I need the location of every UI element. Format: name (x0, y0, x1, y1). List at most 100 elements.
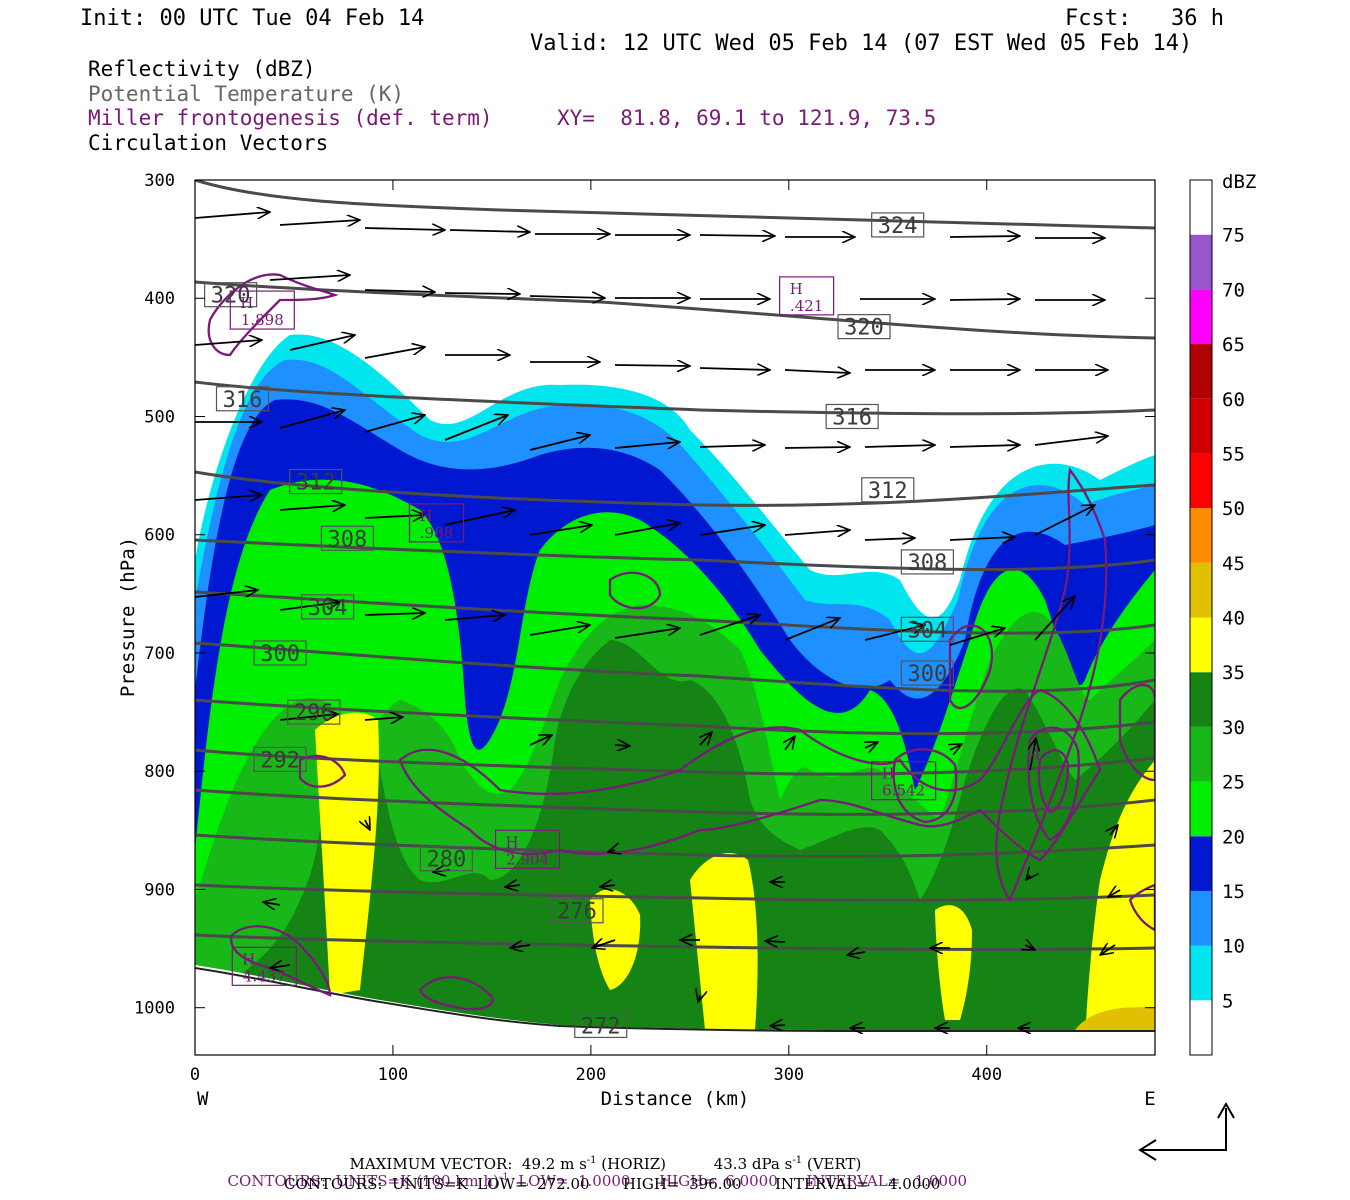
x-axis: 0 100 200 300 400 (190, 180, 1002, 1085)
fronto-max-value: .988 (420, 524, 453, 542)
vector (1030, 738, 1036, 771)
colorbar-tick-label: 60 (1222, 389, 1245, 411)
fronto-contour-label: 4 (1031, 744, 1041, 763)
circulation-vectors (195, 212, 1120, 1028)
theta-label: 316 (223, 388, 263, 413)
theta-label-box (301, 594, 355, 620)
vector (529, 735, 552, 745)
theta-label-box (215, 386, 270, 412)
fronto-contour (207, 273, 339, 357)
vector (269, 275, 350, 280)
vector (698, 995, 700, 1002)
fronto-contour (1037, 749, 1070, 814)
vector (1025, 945, 1035, 950)
y-tick-label: 600 (144, 526, 175, 546)
vector (699, 235, 775, 236)
reference-vector-icon (1138, 1101, 1235, 1161)
fronto-max-marker: H (790, 280, 803, 298)
dbz-30-region (195, 640, 1155, 1055)
vector (699, 368, 770, 370)
colorbar-frame (1189, 179, 1213, 1056)
vector (364, 347, 425, 359)
fronto-contour (298, 754, 347, 788)
colorbar-swatch (1190, 945, 1212, 1001)
fronto-contour (418, 976, 494, 1011)
fronto-contour (948, 624, 993, 710)
contours-fronto-range: LOW= 1.0000 HIGH= 6.0000 INTERVAL= 1.000… (508, 1172, 968, 1190)
colorbar-tick-label: 15 (1222, 881, 1245, 903)
vector (785, 736, 795, 751)
theta-line (195, 748, 1155, 776)
colorbar-swatch (1190, 398, 1212, 454)
vector (865, 741, 878, 748)
colorbar-swatch (1190, 289, 1212, 345)
theta-label-box (900, 549, 954, 575)
vector (279, 602, 340, 611)
vector (444, 293, 520, 294)
theta-label-box (837, 314, 891, 340)
fronto-max-marker: H (240, 294, 253, 312)
y-axis: 300 400 500 600 700 800 900 1000 (134, 171, 1155, 1019)
vector (279, 410, 345, 429)
x-tick-label: 400 (971, 1065, 1002, 1085)
colorbar: 5 10 15 20 25 30 35 40 45 50 55 60 65 70 75 (1189, 179, 1245, 1056)
theta-line (195, 967, 1155, 1032)
colorbar-swatch (1190, 1000, 1212, 1055)
colorbar-tick-label: 5 (1222, 990, 1233, 1012)
vector (444, 615, 505, 620)
theta-line (195, 180, 1155, 230)
colorbar-tick-label: 45 (1222, 553, 1245, 575)
theta-label: 280 (427, 848, 467, 873)
fronto-max-value: 6.542 (882, 782, 925, 800)
theta-label: 304 (308, 596, 348, 621)
fronto-max-box (408, 503, 465, 543)
vector (949, 445, 1020, 447)
vector (864, 625, 925, 641)
superscript: -1 (498, 1172, 509, 1183)
vector (364, 228, 445, 230)
fronto-contour (1027, 726, 1080, 842)
y-tick-label: 700 (144, 644, 175, 664)
theta-line (195, 470, 1155, 507)
fronto-contour (608, 571, 662, 610)
vector (1026, 875, 1030, 880)
vector (279, 220, 360, 225)
vector (784, 447, 850, 448)
y-tick-label: 300 (144, 171, 175, 191)
max-vector-horiz-unit: (HORIZ) (596, 1155, 667, 1173)
colorbar-swatch (1190, 234, 1212, 290)
fronto-contour (995, 467, 1108, 903)
theta-label: 300 (260, 642, 300, 667)
colorbar-swatch (1190, 672, 1212, 727)
theta-label: 316 (832, 405, 872, 430)
fronto-max-box (229, 290, 295, 330)
colorbar-tick-label: 55 (1222, 443, 1245, 465)
fronto-max-value: 4.437 (243, 967, 286, 985)
theta-line (195, 590, 1155, 635)
fronto-contour (892, 748, 958, 824)
vector (529, 435, 590, 451)
theta-line (195, 380, 1155, 416)
vector (770, 1025, 786, 1026)
vector (365, 820, 370, 830)
max-vector-vert-text: 43.3 dPa s (713, 1155, 793, 1173)
vector (784, 618, 840, 641)
theta-label-box (550, 898, 604, 924)
forecast-hour: Fcst: 36 h (1065, 6, 1224, 31)
colorbar-tick-label: 35 (1222, 662, 1245, 684)
vector (364, 515, 425, 518)
x-axis-west-label: W (197, 1088, 209, 1110)
theta-label-box (574, 1012, 628, 1039)
theta-label-box (900, 660, 954, 686)
vector (949, 537, 1015, 540)
fronto-max-value: 1.898 (241, 311, 284, 329)
vector (765, 941, 786, 942)
colorbar-swatch (1190, 453, 1212, 509)
footer-contours-theta: CONTOURS: UNITS=K LOW= 272.00 HIGH= 396.… (284, 1175, 941, 1193)
fronto-max-marker: H (882, 765, 895, 783)
vector (529, 525, 592, 536)
vector (1034, 436, 1108, 446)
colorbar-swatch (1190, 836, 1212, 891)
vector (614, 365, 690, 366)
